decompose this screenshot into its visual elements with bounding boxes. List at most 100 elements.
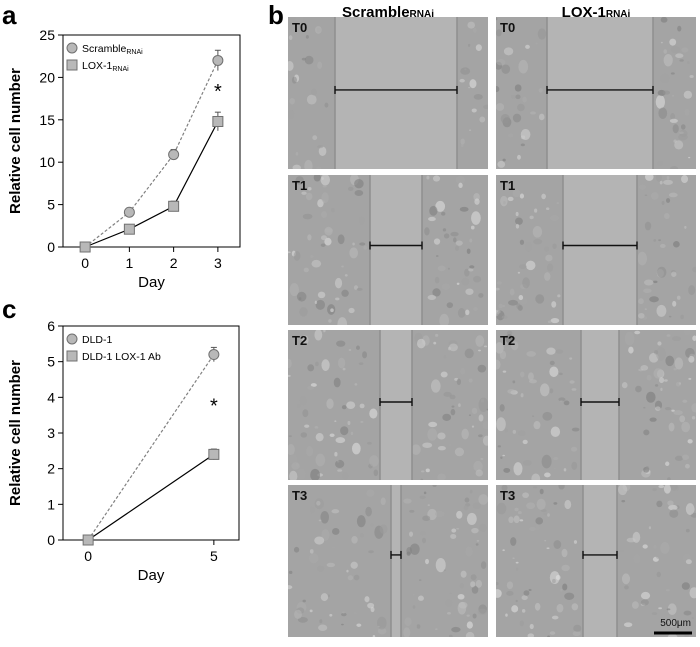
micrograph-t0-col1: T0	[288, 17, 488, 169]
cell-texture-blob	[478, 414, 484, 422]
cell-texture-blob	[500, 456, 503, 459]
cell-texture-blob	[464, 348, 474, 359]
cell-texture-blob	[533, 238, 543, 245]
cell-texture-blob	[504, 428, 508, 433]
cell-texture-blob	[455, 175, 466, 185]
cell-texture-blob	[468, 414, 471, 417]
cell-texture-blob	[314, 26, 322, 34]
cell-texture-blob	[534, 208, 538, 213]
cell-texture-blob	[288, 435, 292, 438]
cell-texture-blob	[321, 210, 328, 219]
chart-c-growth: 0 1 2 3 4 5 6 0 5 Day Relative cell number * DLD-1 DL…	[7, 318, 240, 584]
cell-texture-blob	[511, 605, 519, 613]
cell-texture-blob	[638, 298, 644, 305]
cell-texture-blob	[496, 29, 502, 37]
cell-texture-blob	[663, 49, 667, 54]
cell-texture-blob	[337, 317, 348, 325]
cell-texture-blob	[532, 486, 538, 489]
cell-texture-blob	[502, 304, 505, 307]
cell-texture-blob	[677, 25, 682, 32]
cell-texture-blob	[293, 546, 300, 553]
cell-texture-blob	[544, 272, 551, 281]
cell-texture-blob	[369, 455, 379, 467]
cell-texture-blob	[519, 193, 525, 199]
cell-texture-blob	[310, 254, 314, 259]
cell-texture-blob	[689, 587, 696, 599]
cell-texture-blob	[461, 277, 470, 286]
cell-texture-blob	[367, 602, 375, 609]
cell-texture-blob	[569, 357, 573, 360]
cell-texture-blob	[519, 239, 525, 245]
cell-texture-blob	[663, 379, 668, 382]
cell-texture-blob	[499, 350, 507, 360]
cell-texture-blob	[468, 268, 474, 272]
cell-texture-blob	[634, 330, 641, 335]
cell-texture-blob	[549, 631, 556, 635]
chart-c-ytick-label: 5	[47, 354, 55, 370]
cell-texture-blob	[359, 242, 366, 246]
cell-texture-blob	[623, 622, 633, 628]
cell-texture-blob	[439, 313, 450, 325]
cell-texture-blob	[660, 243, 666, 249]
cell-texture-blob	[558, 397, 566, 402]
cell-texture-blob	[296, 403, 301, 409]
cell-texture-blob	[313, 175, 321, 182]
micrograph-texture	[288, 175, 484, 325]
cell-texture-blob	[670, 72, 675, 75]
cell-texture-blob	[506, 590, 514, 596]
cell-texture-blob	[517, 430, 526, 437]
cell-texture-blob	[681, 582, 690, 590]
cell-texture-blob	[288, 61, 294, 71]
cell-texture-blob	[519, 620, 524, 627]
cell-texture-blob	[317, 565, 325, 572]
cell-texture-blob	[652, 488, 657, 492]
cell-texture-blob	[365, 506, 372, 517]
cell-texture-blob	[427, 428, 438, 441]
cell-texture-blob	[334, 277, 343, 289]
cell-texture-blob	[351, 536, 358, 544]
cell-texture-blob	[674, 455, 684, 461]
cell-texture-blob	[309, 609, 313, 613]
chart-c-legend-label-1: DLD-1 LOX-1 Ab	[82, 351, 161, 363]
cell-texture-blob	[369, 408, 378, 419]
cell-texture-blob	[362, 351, 367, 359]
cell-texture-blob	[465, 546, 473, 557]
cell-texture-blob	[692, 266, 696, 273]
cell-texture-blob	[539, 383, 550, 397]
cell-texture-blob	[549, 214, 559, 221]
cell-texture-blob	[655, 552, 665, 560]
cell-texture-blob	[447, 267, 450, 270]
chart-a-series-0-point	[168, 149, 180, 161]
cell-texture-blob	[315, 432, 324, 442]
cell-texture-blob	[350, 561, 358, 569]
cell-texture-blob	[507, 389, 516, 394]
cell-texture-blob	[660, 17, 668, 23]
chart-c-legend-marker-1	[66, 350, 78, 362]
scale-bar-label: 500μm	[660, 618, 691, 629]
cell-texture-blob	[553, 456, 559, 461]
cell-texture-blob	[288, 109, 295, 119]
cell-texture-blob	[472, 27, 477, 33]
cell-texture-blob	[456, 378, 462, 386]
cell-texture-blob	[687, 506, 695, 514]
wound-gap	[547, 17, 653, 169]
cell-texture-blob	[331, 509, 340, 514]
cell-texture-blob	[454, 447, 465, 457]
cell-texture-blob	[663, 212, 670, 220]
cell-texture-blob	[326, 562, 336, 568]
cell-texture-blob	[496, 287, 500, 291]
cell-texture-blob	[538, 113, 545, 121]
cell-texture-blob	[683, 90, 693, 99]
cell-texture-blob	[473, 306, 478, 311]
cell-texture-blob	[466, 248, 471, 254]
cell-texture-blob	[527, 372, 534, 381]
cell-texture-blob	[472, 613, 477, 619]
cell-texture-blob	[537, 28, 547, 40]
cell-texture-blob	[411, 444, 421, 455]
cell-texture-blob	[638, 184, 647, 190]
cell-texture-blob	[437, 473, 446, 480]
cell-texture-blob	[297, 617, 308, 623]
cell-texture-blob	[539, 488, 544, 495]
cell-texture-blob	[631, 601, 639, 609]
cell-texture-blob	[329, 433, 335, 437]
